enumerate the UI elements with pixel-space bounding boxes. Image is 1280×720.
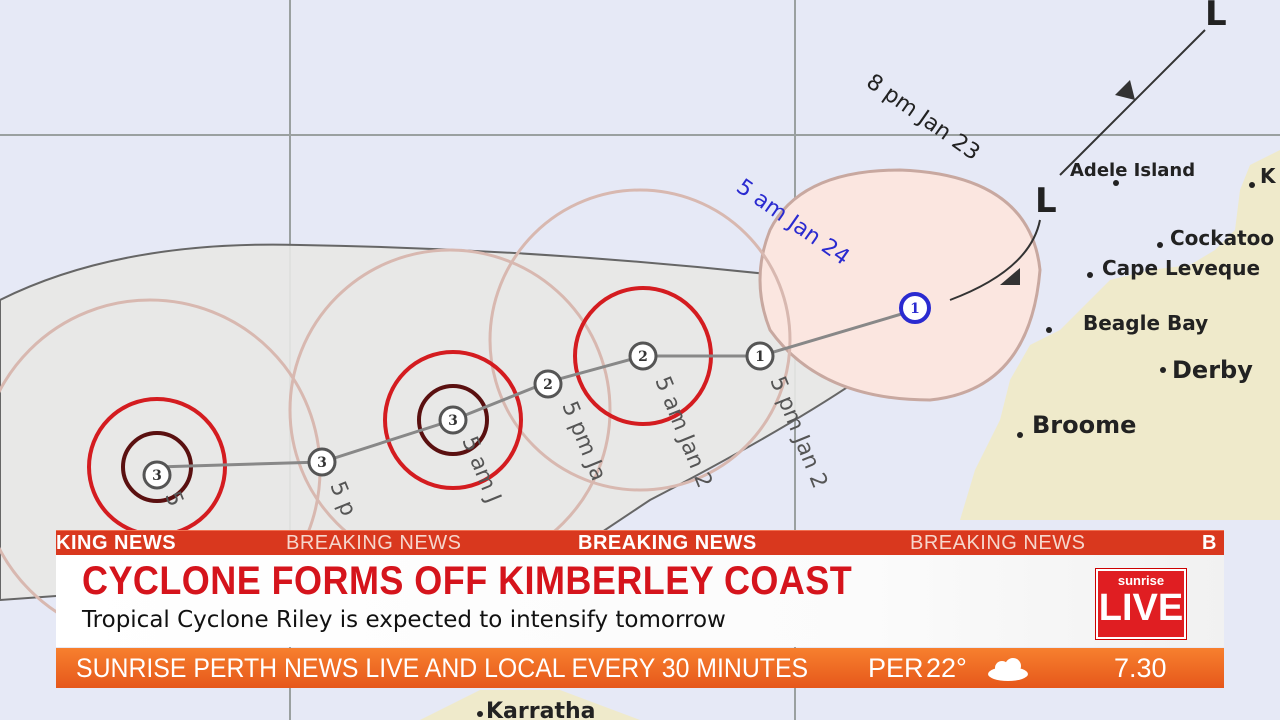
ticker-item: BREAKING NEWS [578, 532, 757, 554]
cyclone-icon: 3 [438, 405, 468, 435]
place-beagle-bay: Beagle Bay [1083, 311, 1208, 335]
place-cape-leveque: Cape Leveque [1102, 256, 1260, 280]
land-kimberley [960, 150, 1280, 520]
uncertainty-area [758, 168, 1042, 402]
svg-text:3: 3 [317, 455, 327, 471]
current-position-icon: 1 [899, 292, 931, 324]
weather-location: PER [868, 653, 924, 683]
ticker-item: BREAKING NEWS [910, 532, 1086, 554]
low-symbol: L [1205, 0, 1227, 34]
place-derby: Derby [1172, 356, 1253, 384]
svg-text:1: 1 [910, 301, 920, 317]
track-arrow [1000, 268, 1020, 285]
place-adele-island: Adele Island [1070, 160, 1195, 181]
cyclone-icon: 3 [307, 447, 337, 477]
live-badge: sunrise LIVE [1096, 569, 1186, 639]
cyclone-icon: 2 [628, 341, 658, 371]
cyclone-icon: 1 [745, 341, 775, 371]
svg-text:1: 1 [755, 349, 765, 365]
svg-text:2: 2 [638, 349, 648, 365]
lower-third: CYCLONE FORMS OFF KIMBERLEY COAST Tropic… [56, 555, 1224, 647]
subheadline: Tropical Cyclone Riley is expected to in… [82, 607, 726, 633]
ticker-item: KING NEWS [56, 532, 177, 554]
breaking-news-ticker: KING NEWS BREAKING NEWS BREAKING NEWS BR… [56, 530, 1224, 555]
clock-time: 7.30 [1114, 653, 1167, 683]
svg-text:2: 2 [543, 377, 553, 393]
live-label: LIVE [1098, 587, 1184, 629]
place-labels: Adele Island Cockatoo Cape Leveque Beagl… [477, 160, 1277, 720]
past-track [949, 29, 1206, 301]
land-pilbara [420, 690, 640, 720]
place-cockatoo: Cockatoo [1170, 226, 1274, 250]
headline: CYCLONE FORMS OFF KIMBERLEY COAST [82, 559, 853, 603]
place-karratha: Karratha [486, 699, 595, 720]
weather-temperature: 22° [926, 653, 967, 683]
svg-text:3: 3 [152, 468, 162, 484]
cloud-icon [988, 658, 1028, 681]
track-arrow [1115, 80, 1135, 100]
ticker-item: B [1202, 532, 1217, 554]
cyclone-icon: 3 [142, 460, 172, 490]
sunrise-logo: sunrise [1117, 573, 1165, 588]
place-k: K [1260, 164, 1277, 188]
svg-text:3: 3 [448, 413, 458, 429]
cyclone-symbols: 1 1 2 2 3 3 3 [142, 292, 931, 490]
ticker-item: BREAKING NEWS [286, 532, 462, 554]
cyclone-icon: 2 [533, 369, 563, 399]
low-symbol: L [1035, 181, 1057, 221]
promo-text: SUNRISE PERTH NEWS LIVE AND LOCAL EVERY … [76, 653, 809, 683]
place-broome: Broome [1032, 411, 1136, 439]
bottom-info-bar: SUNRISE PERTH NEWS LIVE AND LOCAL EVERY … [56, 648, 1224, 688]
